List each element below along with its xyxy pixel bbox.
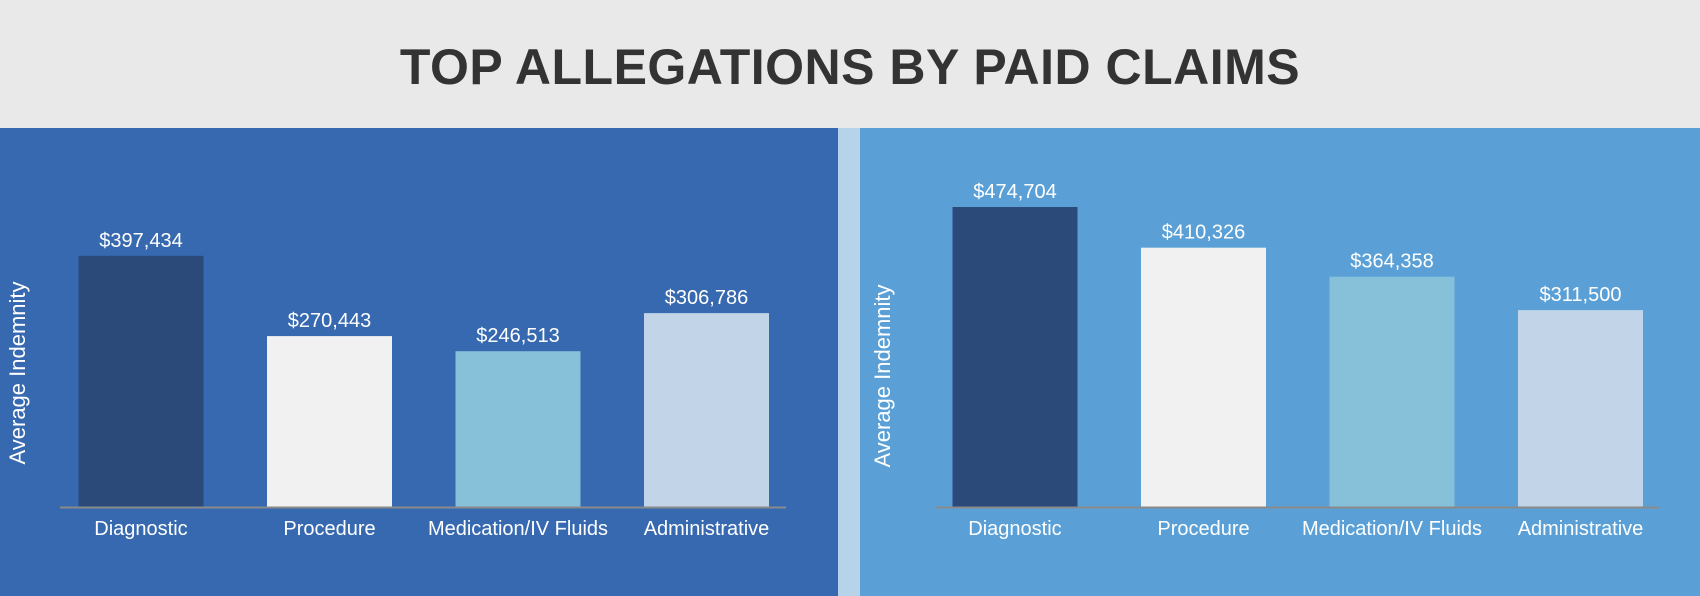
left-bar-medication-iv-fluids: [455, 351, 581, 507]
right-category-label: Procedure: [1157, 518, 1249, 540]
bar-chart-right: Average Indemnity $474,704 Diagnostic $410,…: [860, 128, 1700, 596]
page-title: TOP ALLEGATIONS BY PAID CLAIMS: [399, 39, 1301, 95]
right-value-label: $474,704: [973, 181, 1056, 203]
right-category-label: Medication/IV Fluids: [1302, 518, 1482, 540]
right-bar-medication-iv-fluids: [1329, 276, 1455, 507]
right-value-label: $410,326: [1162, 222, 1245, 244]
chart-panel-left: Average Indemnity $397,434 Diagnostic $270,…: [0, 128, 838, 596]
panel-divider: [838, 128, 860, 596]
left-value-label: $306,786: [665, 287, 748, 309]
left-value-label: $397,434: [99, 230, 182, 252]
right-bar-procedure: [1141, 247, 1266, 507]
chart-panel-right: Average Indemnity $474,704 Diagnostic $410,…: [860, 128, 1700, 596]
left-category-label: Medication/IV Fluids: [428, 518, 608, 540]
right-category-label: Diagnostic: [968, 518, 1061, 540]
bar-chart-left: Average Indemnity $397,434 Diagnostic $270,…: [0, 128, 838, 596]
right-bar-administrative: [1518, 310, 1643, 507]
header: TOP ALLEGATIONS BY PAID CLAIMS: [0, 0, 1700, 128]
left-y-axis-title: Average Indemnity: [5, 281, 30, 464]
left-bar-procedure: [267, 336, 392, 507]
right-value-label: $311,500: [1540, 284, 1622, 306]
left-category-label: Administrative: [644, 518, 770, 540]
right-bar-diagnostic: [952, 207, 1078, 507]
left-category-label: Diagnostic: [94, 518, 187, 540]
right-y-axis-title: Average Indemnity: [870, 284, 895, 467]
left-bar-administrative: [644, 313, 769, 507]
left-value-label: $246,513: [476, 325, 559, 347]
left-value-label: $270,443: [288, 310, 371, 332]
right-category-label: Administrative: [1518, 518, 1644, 540]
right-value-label: $364,358: [1350, 251, 1433, 273]
left-bar-diagnostic: [78, 255, 204, 507]
left-category-label: Procedure: [283, 518, 375, 540]
